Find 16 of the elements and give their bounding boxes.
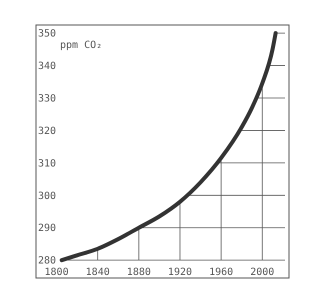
- line-series: [60, 31, 278, 262]
- x-tick-label: 1840: [86, 267, 110, 278]
- x-tick-label: 2000: [250, 267, 274, 278]
- x-tick-label: 1960: [209, 267, 234, 278]
- y-tick-label: 340: [38, 61, 56, 72]
- y-axis-title: ppm CO₂: [60, 40, 102, 52]
- x-tick-label: 1800: [44, 267, 69, 278]
- y-tick-label: 330: [38, 93, 56, 104]
- y-tick-label: 350: [38, 28, 56, 40]
- y-tick-label: 320: [38, 126, 56, 137]
- y-tick-label: 310: [38, 158, 56, 170]
- y-tick-label: 290: [38, 223, 56, 234]
- x-tick-label: 1880: [126, 267, 151, 278]
- y-tick-label: 300: [38, 190, 56, 202]
- y-tick-label: 280: [38, 256, 56, 267]
- x-tick-label: 1920: [168, 267, 192, 278]
